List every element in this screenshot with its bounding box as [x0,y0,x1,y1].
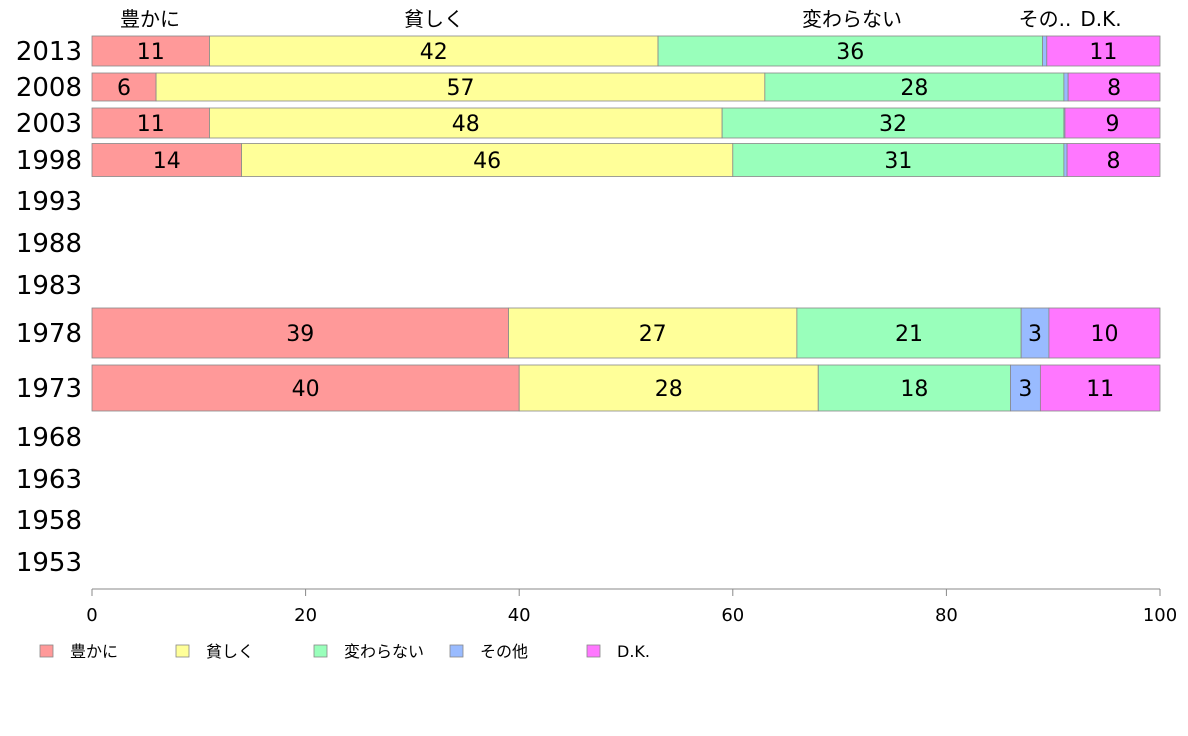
legend-label-1: 貧しく [206,642,254,661]
bar-label-1973-2: 18 [900,377,928,402]
y-label-2008: 2008 [16,73,82,103]
top-label-4: D.K. [1080,7,1121,31]
bar-1973-2 [817,364,1011,412]
x-tick-label-80: 80 [935,605,958,626]
bar-2003-4 [1064,107,1161,139]
x-tick-label-60: 60 [721,605,744,626]
bar-1998-1 [241,143,734,177]
bar-label-1973-1: 28 [655,377,683,402]
bar-label-2013-1: 42 [420,40,448,65]
bar-label-1978-1: 27 [639,322,667,347]
y-label-1968: 1968 [16,423,82,453]
y-label-1958: 1958 [16,506,82,536]
bar-2008-1 [155,72,766,102]
y-label-1963: 1963 [16,465,82,495]
y-label-1978: 1978 [16,319,82,349]
bar-2013-0 [91,35,210,67]
legend-label-2: 変わらない [344,642,424,661]
bar-2008-2 [764,72,1065,102]
x-axis: 0 20 40 60 80 100 [86,588,1177,626]
bar-2008-4 [1067,72,1161,102]
legend: 豊かに 貧しく 変わらない その他 D.K. [39,642,650,661]
bar-label-2008-0: 6 [117,76,131,101]
legend-label-0: 豊かに [70,642,118,661]
bar-label-2013-2: 36 [836,40,864,65]
legend-swatch-1 [175,644,190,658]
bar-2013-4 [1046,35,1161,67]
bar-label-1978-2: 21 [895,322,923,347]
y-label-1973: 1973 [16,374,82,404]
y-label-2003: 2003 [16,109,82,139]
y-axis-labels: 2013 2008 2003 1998 1993 1988 1983 1978 1973 1968… [16,37,82,578]
bar-label-2008-2: 28 [900,76,928,101]
bar-label-1978-0: 39 [286,322,314,347]
y-label-1983: 1983 [16,271,82,301]
y-label-1998: 1998 [16,146,82,176]
x-tick-label-20: 20 [294,605,317,626]
bar-label-2008-4: 8 [1107,76,1121,101]
bar-label-2013-0: 11 [137,40,165,65]
y-label-2013: 2013 [16,37,82,67]
bar-label-1973-4: 11 [1086,377,1114,402]
top-category-labels: 豊かに 貧しく 変わらない その.. D.K. [120,7,1122,31]
y-label-1993: 1993 [16,187,82,217]
bar-1998-4 [1066,143,1161,177]
bar-1973-4 [1039,364,1161,412]
bar-1998-3 [1063,143,1068,177]
bar-2013-1 [209,35,659,67]
bar-label-1973-0: 40 [292,377,320,402]
top-label-1: 貧しく [404,7,464,31]
bar-1973-3 [1010,364,1041,412]
bar-label-2008-1: 57 [446,76,474,101]
bar-label-1973-3: 3 [1018,377,1032,402]
bar-1978-4 [1048,307,1161,359]
bar-label-2003-2: 32 [879,112,907,137]
x-tick-label-40: 40 [508,605,531,626]
y-label-1953: 1953 [16,548,82,578]
legend-swatch-0 [39,644,54,658]
bar-label-2003-1: 48 [452,112,480,137]
legend-label-3: その他 [480,642,528,661]
top-label-0: 豊かに [120,7,180,31]
bar-2013-2 [657,35,1043,67]
bar-label-1998-0: 14 [153,149,181,174]
legend-swatch-4 [586,644,601,658]
bar-label-2003-0: 11 [137,112,165,137]
bar-label-2003-4: 9 [1105,112,1119,137]
bar-2003-1 [209,107,723,139]
bar-1998-2 [732,143,1065,177]
y-label-1988: 1988 [16,229,82,259]
bar-label-1998-1: 46 [473,149,501,174]
bar-label-1998-2: 31 [884,149,912,174]
legend-swatch-2 [313,644,328,658]
legend-swatch-3 [449,644,464,658]
bar-label-1998-4: 8 [1107,149,1121,174]
bar-2008-0 [91,72,157,102]
bar-1998-0 [91,143,242,177]
top-label-3: その.. [1019,7,1072,31]
bar-1978-2 [796,307,1022,359]
bar-label-1978-3: 3 [1028,322,1042,347]
bar-label-2013-4: 11 [1089,40,1117,65]
bar-label-1978-4: 10 [1090,322,1118,347]
x-tick-label-0: 0 [86,605,97,626]
bar-1973-0 [91,364,520,412]
bar-1978-1 [508,307,798,359]
bar-2013-3 [1042,35,1048,67]
legend-label-4: D.K. [617,642,650,661]
top-label-2: 変わらない [802,7,902,31]
bar-2003-0 [91,107,210,139]
bar-2008-3 [1063,72,1069,102]
x-tick-label-100: 100 [1143,605,1177,626]
